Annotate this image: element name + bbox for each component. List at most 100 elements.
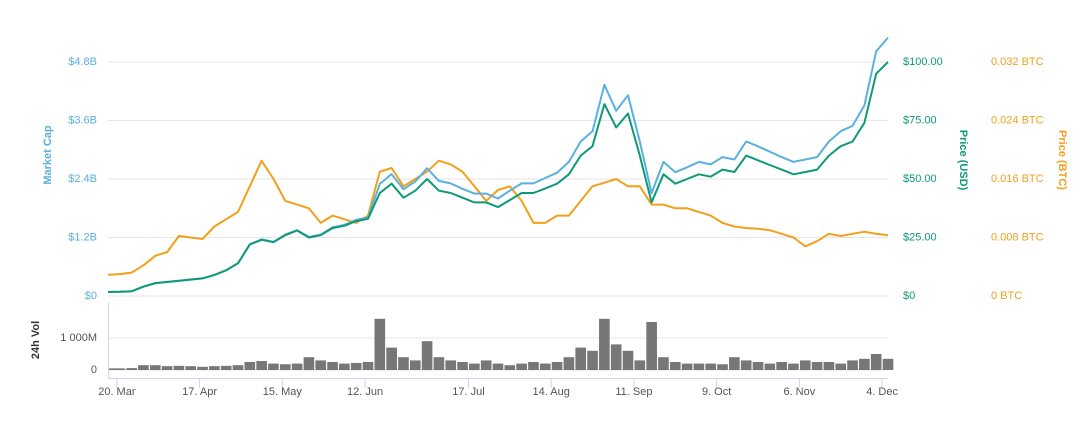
y2-tick-label: $100.00 — [903, 56, 943, 68]
volume-bar — [220, 365, 232, 370]
volume-bar — [469, 363, 480, 370]
volume-bar — [492, 363, 504, 370]
volume-bar — [622, 350, 634, 370]
volume-bar — [823, 362, 835, 370]
volume-bar — [161, 366, 173, 370]
volume-bar — [173, 365, 185, 370]
volume-bar — [551, 362, 563, 370]
volume-bar — [209, 366, 220, 370]
y-tick-label: $4.8B — [68, 56, 97, 68]
volume-bar — [516, 363, 527, 370]
y-tick-label: $3.6B — [68, 114, 97, 126]
volume-bar — [398, 357, 409, 370]
volume-bar — [480, 360, 492, 370]
y-axis-title: Market Cap — [42, 125, 54, 185]
y2-tick-label: $25.00 — [903, 231, 937, 243]
volume-bar — [729, 357, 740, 370]
y3-tick-label: 0.032 BTC — [991, 56, 1044, 68]
y3-tick-label: 0.016 BTC — [991, 173, 1044, 185]
x-tick-label: 12. Jun — [347, 386, 383, 398]
volume-bar — [327, 362, 338, 370]
volume-bar — [457, 362, 468, 370]
volume-bar — [870, 354, 882, 370]
x-tick-label: 14. Aug — [533, 386, 570, 398]
y3-tick-label: 0.024 BTC — [991, 114, 1044, 126]
volume-bar — [433, 357, 445, 370]
y3-tick-label: 0.008 BTC — [991, 231, 1044, 243]
volume-bar — [409, 360, 421, 370]
volume-bar — [149, 365, 161, 370]
volume-bar — [882, 358, 894, 370]
volume-bar — [291, 363, 303, 370]
y-tick-label: $0 — [85, 290, 97, 302]
volume-bar — [268, 363, 279, 370]
volume-bar — [445, 360, 457, 370]
y2-tick-label: $50.00 — [903, 173, 937, 185]
volume-bar — [646, 322, 657, 370]
volume-bar — [528, 362, 539, 370]
y-tick-label: $2.4B — [68, 173, 97, 185]
volume-axis-title: 24h Vol — [30, 321, 42, 359]
volume-bar — [859, 358, 870, 370]
volume-bar — [244, 362, 256, 370]
x-tick-label: 11. Sep — [615, 386, 652, 398]
volume-bar — [669, 362, 681, 370]
y2-axis-title: Price (USD) — [957, 130, 969, 191]
volume-bar — [610, 344, 622, 370]
volume-bar — [138, 365, 149, 370]
volume-bar — [421, 341, 433, 370]
volume-tick-label: 1 000M — [60, 332, 97, 344]
volume-bar — [752, 362, 764, 370]
volume-bar — [693, 363, 705, 370]
volume-bar — [563, 357, 575, 370]
volume-bar — [185, 366, 197, 370]
volume-bar — [386, 347, 397, 370]
volume-bar — [599, 318, 610, 370]
y3-axis-title: Price (BTC) — [1056, 130, 1068, 190]
y-tick-label: $1.2B — [68, 231, 97, 243]
volume-bar — [256, 361, 267, 370]
volume-bar — [658, 357, 669, 370]
x-tick-label: 9. Oct — [702, 386, 731, 398]
volume-bar — [575, 347, 587, 370]
volume-bar — [350, 362, 362, 370]
volume-tick-label: 0 — [91, 364, 97, 376]
volume-bar — [374, 318, 386, 370]
volume-bar — [279, 364, 291, 370]
y2-tick-label: $0 — [903, 290, 915, 302]
volume-bar — [681, 363, 693, 370]
x-tick-label: 17. Jul — [452, 386, 484, 398]
volume-bar — [197, 366, 208, 370]
volume-bar — [126, 368, 137, 370]
x-tick-label: 6. Nov — [783, 386, 815, 398]
volume-bar — [109, 368, 120, 370]
volume-bar — [764, 363, 776, 370]
y3-tick-label: 0 BTC — [991, 290, 1022, 302]
series-line — [107, 61, 889, 293]
volume-bar — [587, 350, 598, 370]
x-tick-label: 15. May — [263, 386, 303, 398]
volume-bar — [811, 362, 823, 370]
volume-bar — [539, 363, 551, 370]
volume-bar — [835, 363, 847, 370]
volume-bar — [362, 362, 374, 370]
volume-bar — [717, 364, 728, 370]
volume-bar — [303, 357, 315, 370]
volume-bar — [504, 365, 516, 370]
volume-bar — [315, 360, 327, 370]
series-line — [107, 159, 889, 276]
volume-bar — [740, 360, 752, 370]
volume-bar — [847, 360, 858, 370]
volume-bar — [799, 360, 811, 370]
volume-bar — [776, 362, 787, 370]
volume-bar — [339, 363, 350, 370]
volume-bar — [705, 363, 717, 370]
x-tick-label: 4. Dec — [866, 386, 898, 398]
x-tick-label: 20. Mar — [98, 386, 136, 398]
volume-bar — [232, 365, 244, 370]
y2-tick-label: $75.00 — [903, 114, 937, 126]
volume-bar — [788, 363, 799, 370]
volume-bar — [634, 360, 646, 370]
x-tick-label: 17. Apr — [182, 386, 217, 398]
